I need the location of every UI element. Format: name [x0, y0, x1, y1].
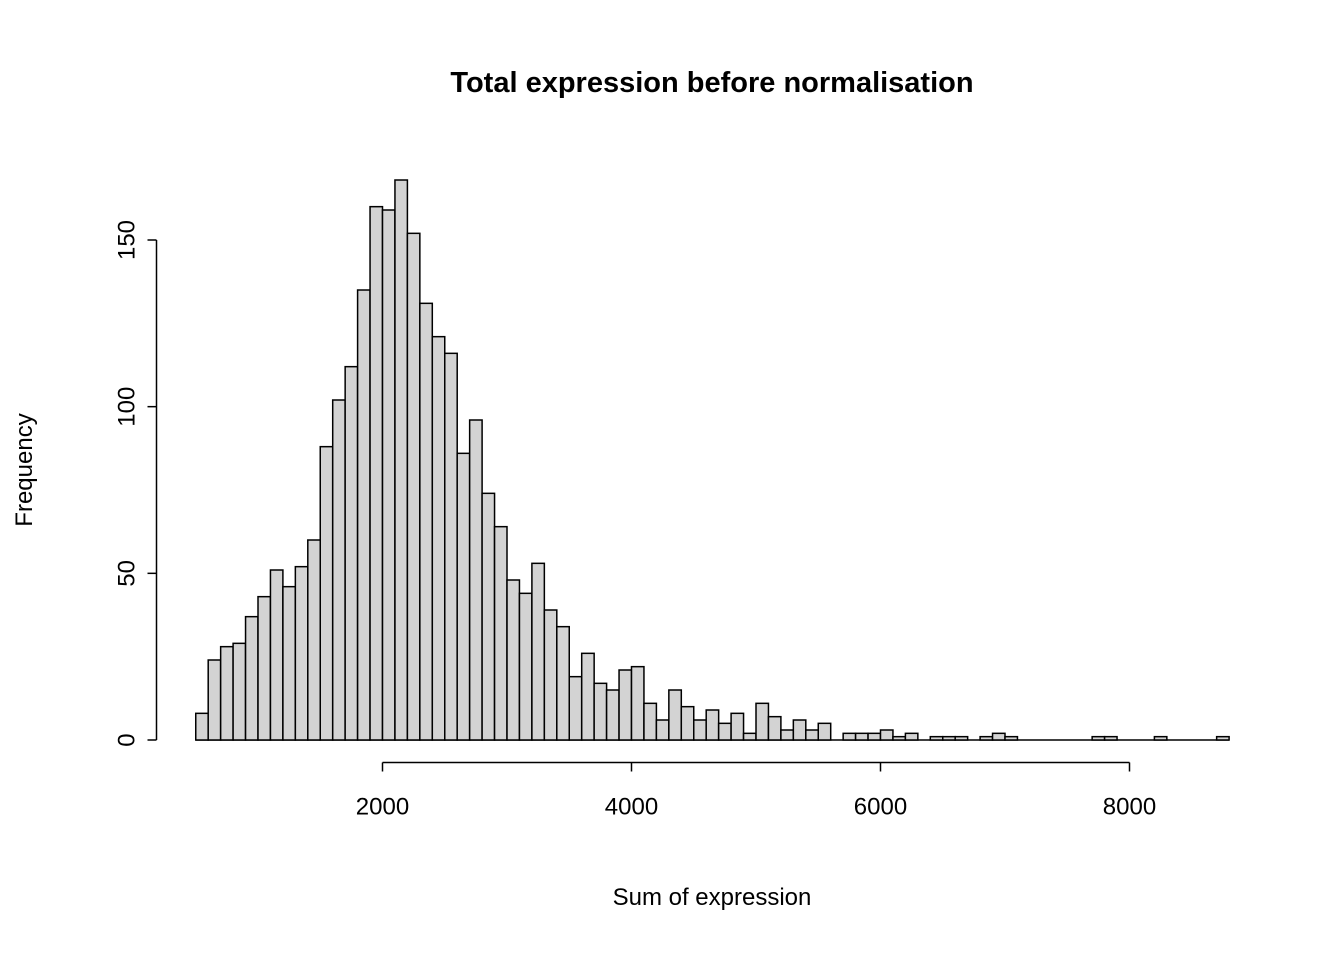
x-tick-label: 6000	[854, 794, 907, 821]
x-tick-label: 4000	[605, 794, 658, 821]
y-tick-label: 150	[114, 220, 141, 260]
histogram-bar	[1091, 735, 1106, 741]
histogram-bar	[531, 562, 546, 741]
histogram-bar	[468, 419, 483, 741]
histogram-bar	[854, 732, 869, 741]
histogram-bars	[195, 179, 1230, 741]
chart-title: Total expression before normalisation	[450, 67, 973, 99]
histogram-bar	[307, 539, 321, 741]
histogram-bar	[979, 735, 994, 741]
histogram-bar	[730, 712, 745, 741]
histogram-bar	[780, 729, 795, 741]
histogram-bar	[580, 652, 595, 741]
histogram-bar	[929, 735, 944, 741]
histogram-bar	[805, 729, 819, 741]
histogram-bar	[518, 592, 533, 741]
y-axis: 0 50 100 150	[114, 220, 158, 747]
y-tick-label: 0	[114, 733, 141, 746]
histogram-bar	[618, 669, 633, 741]
histogram-bar	[991, 732, 1006, 741]
histogram-bar	[1153, 735, 1168, 741]
x-axis: 2000 4000 6000 8000	[356, 761, 1156, 821]
histogram-bar	[195, 712, 209, 741]
histogram-bar	[543, 609, 558, 741]
histogram-bar	[556, 625, 570, 741]
histogram-bar	[207, 659, 222, 741]
histogram-bar	[717, 722, 732, 741]
histogram-bar	[244, 615, 259, 741]
histogram-bar	[568, 675, 583, 741]
histogram-bar	[1103, 735, 1118, 741]
histogram-bar	[481, 492, 496, 741]
histogram-bar	[369, 205, 384, 741]
y-tick-label: 100	[114, 387, 141, 427]
histogram-bar	[842, 732, 857, 741]
histogram-bar	[493, 525, 508, 741]
histogram-bar	[406, 232, 421, 741]
x-axis-title: Sum of expression	[613, 884, 812, 911]
histogram-bar	[655, 719, 670, 741]
histogram-bar	[331, 399, 346, 741]
histogram-bar	[381, 209, 396, 741]
histogram-bar	[456, 452, 471, 741]
histogram-bar	[643, 702, 658, 741]
histogram-bar	[1004, 735, 1019, 741]
histogram-bar	[294, 565, 309, 741]
histogram-bar	[668, 689, 683, 741]
histogram-bar	[817, 722, 832, 741]
histogram-bar	[680, 705, 695, 741]
histogram-bar	[879, 729, 894, 741]
histogram-bar	[269, 569, 284, 741]
x-tick-label: 8000	[1103, 794, 1156, 821]
histogram-bar	[954, 735, 969, 741]
histogram-bar	[630, 665, 645, 741]
histogram-bar	[605, 689, 620, 741]
histogram-bar	[419, 302, 434, 741]
histogram-bar	[394, 179, 409, 741]
histogram-bar	[767, 715, 782, 741]
histogram-bar	[506, 579, 521, 741]
histogram-bar	[742, 732, 757, 741]
histogram-bar	[942, 735, 956, 741]
y-tick-label: 50	[114, 560, 141, 587]
y-axis-title: Frequency	[11, 413, 38, 526]
histogram-bar	[693, 719, 707, 741]
histogram-bar	[444, 352, 458, 741]
histogram-bar	[319, 445, 334, 741]
histogram-bar	[344, 365, 359, 741]
histogram-bar	[431, 335, 446, 741]
histogram-bar	[892, 735, 907, 741]
histogram-bar	[755, 702, 770, 741]
histogram-bar	[232, 642, 247, 741]
histogram-bar	[705, 709, 720, 741]
histogram-bar	[257, 595, 272, 741]
histogram-bar	[219, 645, 234, 741]
histogram-bar	[792, 719, 807, 741]
histogram-bar	[282, 585, 297, 741]
histogram-bar	[867, 732, 882, 741]
x-tick-label: 2000	[356, 794, 409, 821]
histogram-bar	[904, 732, 919, 741]
histogram-bar	[356, 289, 371, 741]
histogram-bar	[1215, 735, 1230, 741]
histogram-bar	[593, 682, 608, 741]
